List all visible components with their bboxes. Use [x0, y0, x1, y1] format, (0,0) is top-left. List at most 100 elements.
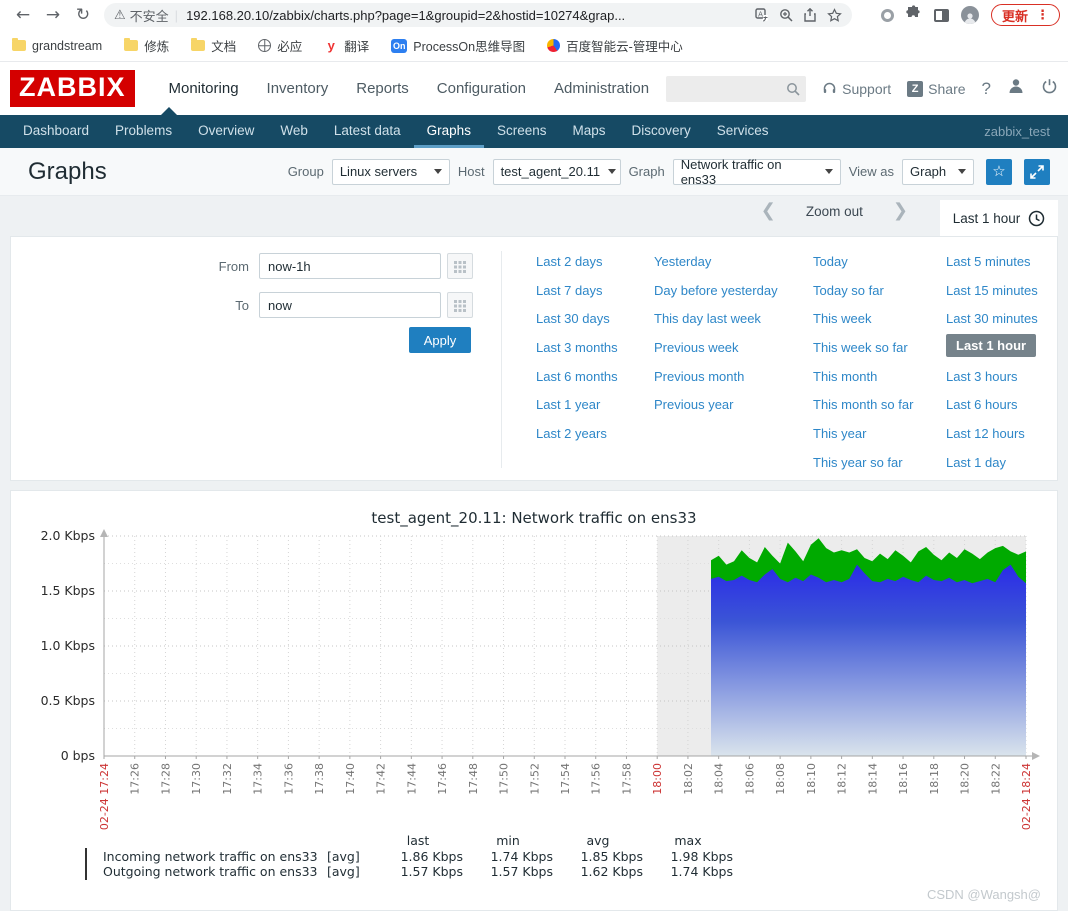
group-select[interactable]: Linux servers [331, 158, 450, 185]
side-panel-icon[interactable] [933, 8, 949, 22]
time-range-link[interactable]: Last 2 years [536, 426, 607, 442]
time-range-link[interactable]: This day last week [654, 311, 761, 327]
to-label: To [235, 297, 249, 313]
time-range-tab[interactable]: Last 1 hour [940, 200, 1058, 236]
menu-dots-icon[interactable]: ⋮ [1036, 7, 1049, 23]
fullscreen-icon [1030, 164, 1044, 179]
bookmark-item[interactable]: 文档 [191, 36, 236, 55]
bookmark-item[interactable]: y 翻译 [324, 36, 369, 55]
baidu-icon [547, 39, 561, 52]
nav-item-latest-data[interactable]: Latest data [333, 122, 401, 138]
nav-item-problems[interactable]: Problems [115, 122, 173, 138]
nav-item-web[interactable]: Web [280, 122, 308, 138]
time-range-link[interactable]: Day before yesterday [654, 282, 778, 298]
menu-item-administration[interactable]: Administration [554, 80, 650, 97]
profile-avatar[interactable] [960, 6, 979, 24]
nav-item-maps[interactable]: Maps [572, 122, 606, 138]
time-range-link[interactable]: Last 2 days [536, 254, 603, 269]
bookmark-item[interactable]: 百度智能云-管理中心 [547, 36, 683, 55]
time-range-link[interactable]: Last 3 months [536, 340, 618, 356]
logout-icon[interactable] [1041, 78, 1058, 100]
graph-select[interactable]: Network traffic on ens33 [672, 157, 841, 187]
time-range-link[interactable]: Last 6 months [536, 368, 618, 384]
time-range-link[interactable]: Today [813, 254, 848, 269]
nav-item-discovery[interactable]: Discovery [631, 122, 691, 138]
nav-item-graphs[interactable]: Graphs [413, 115, 484, 148]
extension-ring-icon[interactable] [880, 8, 894, 22]
menu-item-configuration[interactable]: Configuration [436, 80, 527, 97]
apply-button[interactable]: Apply [409, 327, 471, 353]
bookmark-star-icon[interactable] [827, 7, 842, 23]
translate-icon[interactable]: A [755, 8, 769, 22]
from-input[interactable] [259, 253, 441, 279]
sub-navigation: Dashboard Problems Overview Web Latest data G… [0, 107, 1068, 148]
puzzle-icon[interactable] [906, 4, 922, 26]
time-range-link[interactable]: This month so far [813, 397, 914, 413]
time-range-link[interactable]: Last 30 days [536, 311, 610, 327]
menu-item-monitoring[interactable]: Monitoring [168, 80, 239, 97]
bookmark-item[interactable]: On ProcessOn思维导图 [391, 38, 526, 54]
time-range-link[interactable]: Previous month [654, 368, 745, 384]
time-range-link[interactable]: Last 1 day [946, 454, 1006, 470]
update-button[interactable]: 更新 ⋮ [990, 4, 1060, 26]
bookmark-item[interactable]: 必应 [258, 36, 302, 55]
help-button[interactable]: ? [981, 78, 991, 98]
chevron-down-icon [608, 169, 617, 174]
time-range-link[interactable]: Today so far [813, 282, 884, 298]
address-bar[interactable]: ⚠ 不安全 | 192.168.20.10/zabbix/charts.php?… [104, 3, 852, 27]
back-icon[interactable]: ← [15, 5, 31, 25]
forward-icon[interactable]: → [45, 5, 61, 25]
favorite-button[interactable]: ☆ [986, 158, 1012, 185]
time-range-link[interactable]: Last 15 minutes [946, 282, 1038, 298]
support-link[interactable]: Support [822, 81, 891, 97]
time-range-link[interactable]: Previous week [654, 340, 739, 356]
x-tick-label: 02-24 17:24 [98, 763, 111, 830]
time-range-link[interactable]: Last 12 hours [946, 426, 1025, 442]
x-tick-label: 17:46 [436, 763, 449, 795]
host-select[interactable]: test_agent_20.11 [492, 158, 621, 185]
reload-icon[interactable]: ↻ [75, 5, 91, 25]
bookmark-item[interactable]: 修炼 [124, 36, 169, 55]
share-link[interactable]: Z Share [907, 80, 966, 97]
time-range-link[interactable]: This week [813, 311, 872, 327]
search-input[interactable] [666, 75, 807, 102]
time-forward-icon[interactable]: ❯ [892, 200, 908, 221]
page-title: Graphs [28, 157, 107, 185]
viewas-select[interactable]: Graph [902, 158, 974, 185]
to-calendar-button[interactable] [447, 292, 473, 318]
time-range-link[interactable]: This week so far [813, 340, 908, 356]
nav-item-screens[interactable]: Screens [496, 122, 547, 138]
share-icon[interactable] [803, 8, 817, 22]
menu-item-inventory[interactable]: Inventory [266, 80, 329, 97]
nav-item-overview[interactable]: Overview [198, 122, 255, 138]
nav-item-services[interactable]: Services [716, 122, 769, 138]
security-label: 不安全 [129, 8, 169, 24]
x-tick-label: 18:20 [959, 763, 972, 795]
time-range-link[interactable]: Yesterday [654, 254, 712, 269]
time-range-link[interactable]: Last 5 minutes [946, 254, 1031, 269]
time-range-link[interactable]: This year so far [813, 454, 903, 470]
graph-legend: last min avg max Incoming network traffic on… [85, 833, 1057, 881]
time-range-link[interactable]: Last 7 days [536, 282, 603, 298]
x-tick-label: 18:12 [836, 763, 849, 795]
from-calendar-button[interactable] [447, 253, 473, 279]
menu-item-reports[interactable]: Reports [356, 80, 409, 97]
to-input[interactable] [259, 292, 441, 318]
time-range-link[interactable]: Last 6 hours [946, 397, 1018, 413]
time-back-icon[interactable]: ❮ [760, 200, 776, 221]
user-profile-icon[interactable] [1007, 77, 1025, 100]
time-range-link[interactable]: Previous year [654, 397, 734, 413]
time-range-link[interactable]: Last 1 year [536, 397, 601, 413]
time-range-link[interactable]: This year [813, 426, 867, 442]
fullscreen-button[interactable] [1024, 158, 1050, 185]
zoom-out-button[interactable]: Zoom out [805, 203, 863, 219]
time-range-link[interactable]: This month [813, 368, 878, 384]
zabbix-logo[interactable]: ZABBIX [10, 70, 135, 107]
time-range-link[interactable]: Last 3 hours [946, 368, 1018, 384]
time-range-selected[interactable]: Last 1 hour [946, 334, 1037, 358]
bookmark-item[interactable]: grandstream [12, 38, 102, 53]
time-range-link[interactable]: Last 30 minutes [946, 311, 1038, 327]
zoom-icon[interactable] [779, 8, 793, 22]
nav-item-dashboard[interactable]: Dashboard [23, 122, 90, 138]
